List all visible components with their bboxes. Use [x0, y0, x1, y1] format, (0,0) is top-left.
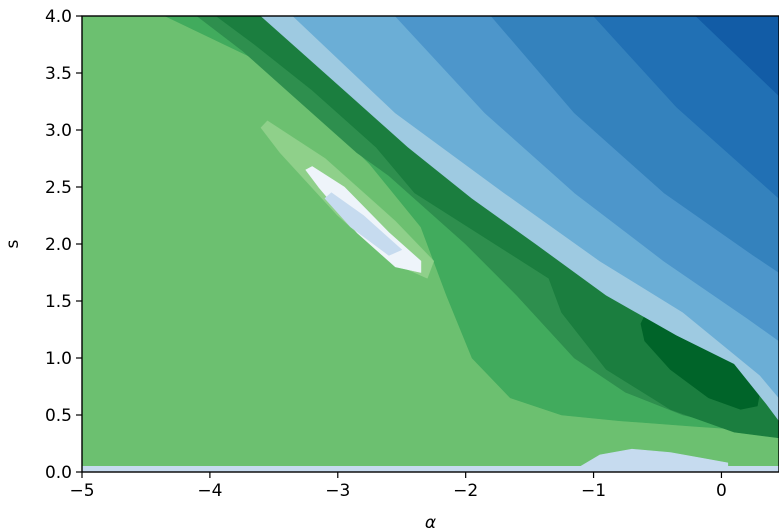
x-tick-label: −5 — [69, 481, 94, 501]
x-tick-label: −4 — [197, 481, 222, 501]
x-axis-ticks: −5 −4 −3 −2 −1 0 — [69, 472, 727, 501]
y-axis-ticks: 0.0 0.5 1.0 1.5 2.0 2.5 3.0 3.5 4.0 — [45, 7, 82, 483]
y-tick-label: 0.0 — [45, 463, 72, 483]
contour-region-1 — [82, 465, 779, 472]
y-tick-label: 0.5 — [45, 406, 72, 426]
y-tick-label: 2.0 — [45, 235, 72, 255]
y-axis-label: s — [3, 239, 23, 248]
x-tick-label: −1 — [581, 481, 606, 501]
y-tick-label: 1.5 — [45, 292, 72, 312]
y-tick-label: 2.5 — [45, 178, 72, 198]
contour-region-12 — [593, 16, 779, 199]
y-tick-label: 1.0 — [45, 349, 72, 369]
contour-region-15 — [324, 192, 403, 256]
contour-region-13 — [695, 16, 779, 97]
y-tick-label: 3.0 — [45, 121, 72, 141]
x-tick-label: −2 — [453, 481, 478, 501]
x-tick-label: 0 — [716, 481, 727, 501]
plot-area — [82, 16, 779, 472]
x-axis-label: α — [425, 513, 436, 531]
y-tick-label: 3.5 — [45, 64, 72, 84]
y-tick-label: 4.0 — [45, 7, 72, 27]
x-tick-label: −3 — [325, 481, 350, 501]
contour-region-7 — [580, 448, 729, 467]
